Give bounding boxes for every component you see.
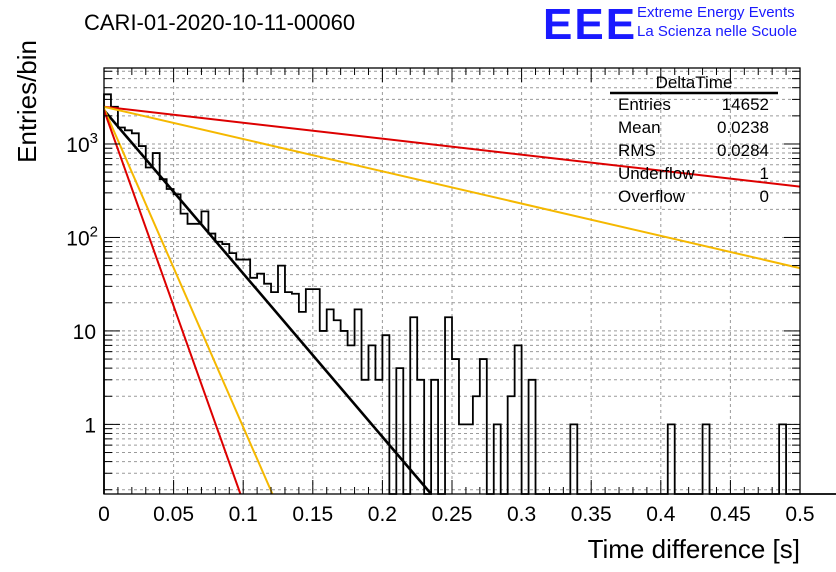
x-tick-label: 0.5	[785, 503, 814, 526]
histogram-bin	[174, 194, 181, 494]
y-tick-label: 1	[84, 414, 96, 437]
histogram-bin	[508, 396, 515, 494]
x-tick-label: 0.3	[507, 503, 536, 526]
histogram-bin	[160, 179, 167, 494]
histogram-bin	[452, 359, 459, 494]
histogram-bin	[473, 396, 480, 494]
histogram-bin	[459, 424, 466, 494]
fit-line-2	[104, 105, 800, 188]
stats-value: 0.0284	[717, 141, 769, 160]
y-tick-label: 10	[73, 321, 96, 344]
histogram-bin	[703, 424, 710, 494]
histogram-bin	[348, 345, 355, 494]
histogram-bin	[355, 309, 362, 494]
stats-label: Underflow	[618, 164, 695, 183]
histogram-bin	[417, 380, 424, 494]
histogram-bin	[271, 292, 278, 494]
x-tick-label: 0.05	[153, 503, 194, 526]
histogram-bin	[111, 107, 118, 494]
logo-line-2: La Scienza nelle Scuole	[637, 23, 798, 40]
stats-title: DeltaTime	[656, 73, 733, 92]
x-tick-label: 0.15	[292, 503, 333, 526]
histogram-bin	[250, 278, 257, 494]
fit-line-4	[104, 108, 274, 494]
stats-label: Mean	[618, 118, 661, 137]
histogram-bin	[445, 317, 452, 494]
x-tick-label: 0.25	[432, 503, 473, 526]
logo-line-1: Extreme Energy Events	[637, 4, 795, 21]
histogram-bin	[167, 189, 174, 494]
histogram-bin	[264, 284, 271, 494]
x-tick-label: 0.1	[229, 503, 258, 526]
stats-label: Overflow	[618, 187, 686, 206]
histogram-bin	[410, 317, 417, 494]
histogram-bin	[194, 224, 201, 494]
histogram-bin	[668, 424, 675, 494]
histogram-bin	[236, 260, 243, 494]
x-tick-label: 0.35	[571, 503, 612, 526]
x-axis-label: Time difference [s]	[588, 534, 800, 564]
histogram-bin	[334, 320, 341, 494]
histogram-bin	[222, 244, 229, 494]
histogram-bin	[341, 331, 348, 494]
stats-value: 14652	[722, 95, 769, 114]
histogram-bin	[306, 289, 313, 494]
histogram-bin	[313, 289, 320, 494]
y-axis-label: Entries/bin	[12, 40, 42, 163]
histogram-bin	[104, 94, 111, 494]
eee-logo: EEE	[543, 0, 638, 49]
stats-label: RMS	[618, 141, 656, 160]
x-tick-label: 0.4	[646, 503, 676, 526]
x-tick-label: 0	[98, 503, 110, 526]
histogram-bin	[494, 424, 501, 494]
page-title: CARI-01-2020-10-11-00060	[84, 10, 356, 35]
fit-line-5	[104, 109, 242, 494]
x-tick-label: 0.2	[368, 503, 397, 526]
histogram-bin	[779, 424, 786, 494]
histogram-bin	[243, 260, 250, 494]
histogram-bin	[431, 380, 438, 494]
histogram-bin	[153, 153, 160, 494]
histogram-bin	[466, 424, 473, 494]
histogram-bin	[570, 424, 577, 494]
histogram-bin	[362, 380, 369, 494]
histogram-bin	[327, 309, 334, 494]
histogram-bin	[201, 211, 208, 494]
histogram-bin	[396, 368, 403, 494]
y-tick-label: 102	[66, 223, 98, 250]
histogram-bin	[529, 380, 536, 494]
histogram-bin	[181, 214, 188, 494]
y-tick-label: 103	[66, 130, 98, 157]
histogram-bin	[208, 234, 215, 494]
histogram-bin	[382, 335, 389, 494]
histogram-bin	[118, 128, 125, 494]
stats-value: 0.0238	[717, 118, 769, 137]
fit-line-1	[104, 109, 433, 494]
histogram-bin	[368, 345, 375, 494]
fit-line-3	[104, 105, 800, 270]
histogram-bin	[320, 331, 327, 494]
x-tick-label: 0.45	[710, 503, 751, 526]
histogram-bin	[515, 345, 522, 494]
stats-value: 1	[760, 164, 769, 183]
histogram-bin	[292, 294, 299, 494]
histogram-bin	[229, 253, 236, 494]
stats-label: Entries	[618, 95, 671, 114]
stats-value: 0	[760, 187, 769, 206]
histogram-bin	[278, 266, 285, 494]
histogram-bin	[480, 359, 487, 494]
